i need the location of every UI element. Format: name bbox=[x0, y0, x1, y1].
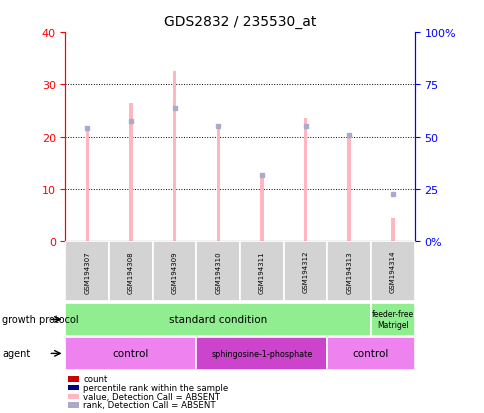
FancyBboxPatch shape bbox=[196, 242, 240, 301]
Text: GSM194308: GSM194308 bbox=[128, 250, 134, 293]
Text: count: count bbox=[83, 375, 107, 383]
FancyBboxPatch shape bbox=[327, 337, 414, 370]
Text: GSM194313: GSM194313 bbox=[346, 250, 351, 293]
FancyBboxPatch shape bbox=[65, 337, 196, 370]
Text: agent: agent bbox=[2, 349, 30, 358]
FancyBboxPatch shape bbox=[370, 304, 414, 336]
Text: percentile rank within the sample: percentile rank within the sample bbox=[83, 383, 228, 392]
FancyBboxPatch shape bbox=[65, 304, 370, 336]
Bar bbox=[390, 218, 394, 242]
Title: GDS2832 / 235530_at: GDS2832 / 235530_at bbox=[164, 15, 316, 29]
Bar bbox=[303, 119, 307, 242]
Text: value, Detection Call = ABSENT: value, Detection Call = ABSENT bbox=[83, 392, 220, 401]
Bar bbox=[129, 103, 133, 242]
Bar bbox=[347, 135, 350, 242]
Text: GSM194312: GSM194312 bbox=[302, 250, 308, 293]
Text: GSM194314: GSM194314 bbox=[389, 250, 395, 293]
Text: GSM194310: GSM194310 bbox=[215, 250, 221, 293]
Text: control: control bbox=[352, 349, 388, 358]
Bar bbox=[216, 127, 220, 242]
Text: GSM194309: GSM194309 bbox=[171, 250, 177, 293]
FancyBboxPatch shape bbox=[109, 242, 152, 301]
FancyBboxPatch shape bbox=[283, 242, 327, 301]
Text: GSM194307: GSM194307 bbox=[84, 250, 90, 293]
Text: growth protocol: growth protocol bbox=[2, 315, 79, 325]
FancyBboxPatch shape bbox=[370, 242, 414, 301]
FancyBboxPatch shape bbox=[240, 242, 283, 301]
Bar bbox=[259, 176, 263, 242]
Text: GSM194311: GSM194311 bbox=[258, 250, 264, 293]
Bar bbox=[172, 72, 176, 242]
Bar bbox=[85, 130, 89, 242]
Text: control: control bbox=[112, 349, 149, 358]
FancyBboxPatch shape bbox=[65, 242, 109, 301]
FancyBboxPatch shape bbox=[327, 242, 370, 301]
Text: sphingosine-1-phosphate: sphingosine-1-phosphate bbox=[211, 349, 312, 358]
Text: rank, Detection Call = ABSENT: rank, Detection Call = ABSENT bbox=[83, 401, 215, 409]
FancyBboxPatch shape bbox=[196, 337, 327, 370]
Text: feeder-free
Matrigel: feeder-free Matrigel bbox=[371, 310, 413, 330]
FancyBboxPatch shape bbox=[152, 242, 196, 301]
Text: standard condition: standard condition bbox=[169, 315, 267, 325]
